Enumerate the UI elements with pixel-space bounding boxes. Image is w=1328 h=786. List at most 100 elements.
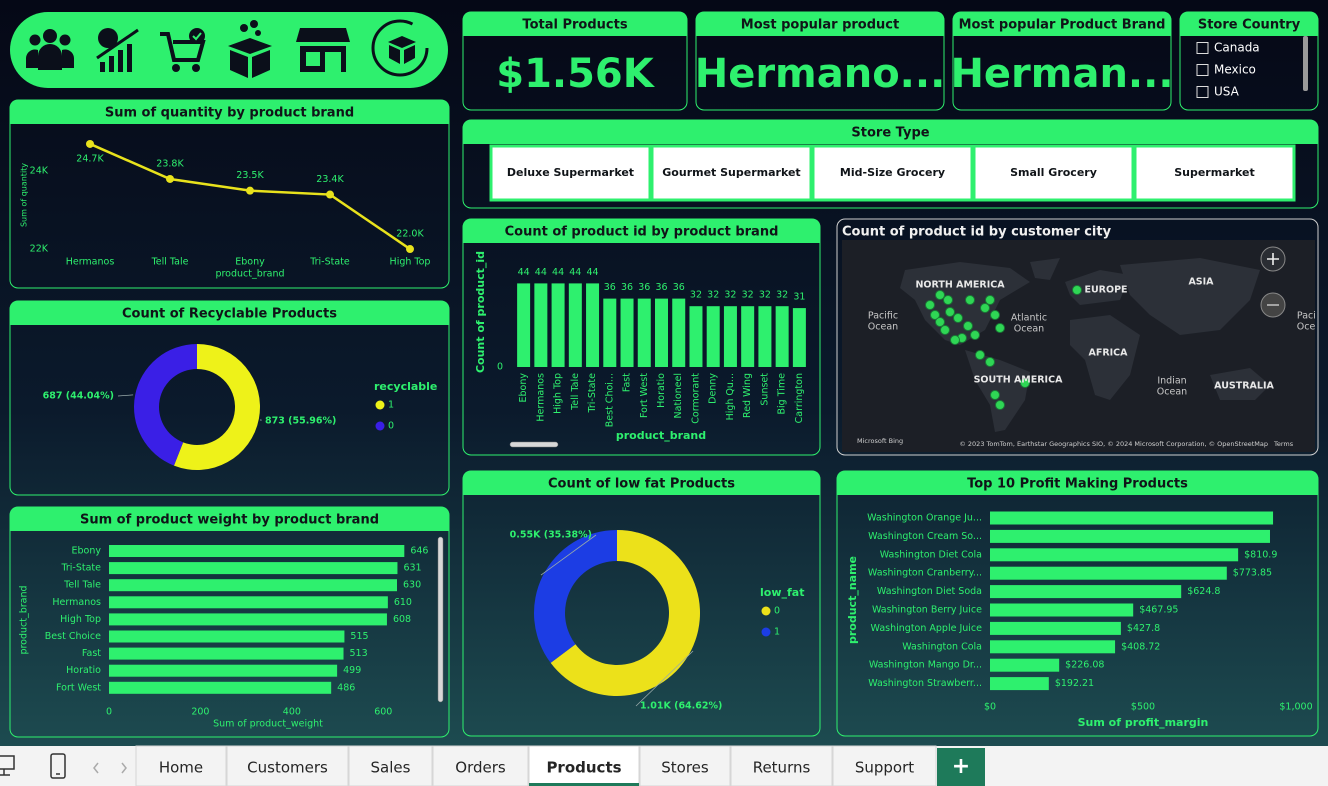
legend-title: recyclable	[374, 380, 437, 393]
money-icon	[96, 28, 139, 72]
bar	[655, 298, 668, 367]
option-label[interactable]: Canada	[1214, 41, 1260, 55]
city-dot	[940, 325, 950, 335]
y-tick-label: Washington Diet Soda	[877, 586, 982, 597]
data-label: 36	[655, 282, 667, 293]
land	[1030, 258, 1060, 280]
button-label[interactable]: Deluxe Supermarket	[507, 166, 634, 179]
checkbox[interactable]	[1196, 86, 1209, 98]
add-bg[interactable]	[937, 748, 985, 786]
page-tab[interactable]: Returns	[730, 745, 833, 786]
x-tick-label: Big Time	[777, 373, 788, 415]
city-dot	[1020, 378, 1030, 388]
button-label[interactable]: Mid-Size Grocery	[840, 166, 945, 179]
data-label: 499	[343, 665, 361, 676]
tab-label[interactable]: Support	[855, 759, 914, 777]
x-tick-label: Tri-State	[309, 257, 350, 268]
map-terms[interactable]: Terms	[1273, 440, 1294, 448]
tab-bg[interactable]	[432, 745, 529, 786]
panel-header	[10, 301, 449, 325]
tab-bg[interactable]	[832, 745, 937, 786]
tab-label[interactable]: Customers	[247, 759, 328, 777]
panel-title: Count of product id by product brand	[505, 225, 779, 240]
panel-title: Sum of quantity by product brand	[105, 106, 354, 121]
button-label[interactable]: Supermarket	[1174, 166, 1255, 179]
store-type-button[interactable]: Mid-Size Grocery	[811, 144, 974, 202]
option-label[interactable]: USA	[1214, 85, 1240, 99]
bar	[990, 621, 1121, 635]
tab-bg[interactable]	[135, 745, 227, 786]
x-axis-title: Sum of profit_margin	[1078, 716, 1209, 729]
page-tab[interactable]: Stores	[639, 745, 731, 786]
page-tab[interactable]: Customers	[226, 745, 349, 786]
tab-label[interactable]: Orders	[455, 759, 506, 777]
tab-label[interactable]: Stores	[661, 759, 709, 777]
data-label: 31	[793, 292, 805, 303]
tab-bg[interactable]	[528, 745, 640, 786]
panel-title: Most popular product	[741, 18, 899, 33]
x-tick-label: High Qu...	[725, 373, 736, 420]
tab-bg[interactable]	[639, 745, 731, 786]
scrollbar[interactable]	[509, 441, 559, 448]
button-bg[interactable]	[811, 144, 974, 202]
bar	[689, 306, 703, 367]
return-icon	[371, 19, 429, 77]
data-label: 32	[759, 290, 771, 301]
tab-bg[interactable]	[348, 745, 433, 786]
tab-label[interactable]: Home	[159, 759, 203, 777]
page-tab[interactable]: Sales	[348, 745, 433, 786]
box-icon	[228, 20, 272, 78]
tab-bg[interactable]	[730, 745, 833, 786]
city-dot	[990, 390, 1000, 400]
data-label: 36	[621, 282, 633, 293]
slicer-option[interactable]: Canada	[1196, 41, 1260, 55]
page-tab[interactable]: Home	[135, 745, 227, 786]
scrollbar[interactable]	[437, 536, 444, 703]
store-icon	[296, 28, 350, 72]
checkbox[interactable]	[1196, 64, 1209, 76]
option-label[interactable]: Mexico	[1214, 63, 1256, 77]
zoom-in-glyph[interactable]	[1267, 253, 1279, 265]
tab-label[interactable]: Sales	[371, 759, 411, 777]
button-label[interactable]: Small Grocery	[1010, 166, 1097, 179]
button-bg[interactable]	[1133, 144, 1296, 202]
add-page-button[interactable]: +	[937, 748, 985, 786]
y-tick-label: Tell Tale	[63, 580, 101, 591]
tab-label[interactable]: Products	[546, 759, 621, 777]
x-tick-label: Best Choi...	[604, 373, 615, 427]
button-bg[interactable]	[489, 144, 652, 202]
y-tick-label: High Top	[60, 614, 101, 625]
data-label: 32	[724, 290, 736, 301]
map-label: ASIA	[1188, 277, 1214, 288]
x-tick-label: 600	[374, 707, 392, 718]
button-bg[interactable]	[650, 144, 813, 202]
button-bg[interactable]	[972, 144, 1135, 202]
page-tab[interactable]: Products	[528, 745, 640, 786]
panel-title: Store Country	[1198, 18, 1301, 33]
button-label[interactable]: Gourmet Supermarket	[662, 166, 800, 179]
page-tab[interactable]: Support	[832, 745, 937, 786]
store-type-button[interactable]: Small Grocery	[972, 144, 1135, 202]
store-type-button[interactable]: Deluxe Supermarket	[489, 144, 652, 202]
store-type-button[interactable]: Gourmet Supermarket	[650, 144, 813, 202]
y-tick-label: Washington Apple Juice	[871, 623, 983, 634]
map: NORTH AMERICA EUROPEASIAPacificOceanAtlan…	[842, 240, 1315, 452]
x-tick-label: Red Wing	[742, 373, 753, 418]
store-type-button[interactable]: Supermarket	[1133, 144, 1296, 202]
add-label[interactable]: +	[952, 754, 970, 779]
bar	[706, 306, 720, 367]
checkbox[interactable]	[1196, 42, 1209, 54]
y-tick-label: 22K	[30, 244, 49, 255]
slicer-option[interactable]: USA	[1196, 85, 1240, 99]
page-tab[interactable]: Orders	[432, 745, 529, 786]
city-dot	[953, 313, 963, 323]
data-label: 608	[393, 614, 411, 625]
data-label: 23.5K	[236, 170, 264, 181]
slicer-option[interactable]: Mexico	[1196, 63, 1256, 77]
tab-active-indicator[interactable]	[529, 783, 639, 786]
tab-bg[interactable]	[226, 745, 349, 786]
tab-label[interactable]: Returns	[753, 759, 811, 777]
data-label: 631	[403, 563, 421, 574]
x-tick-label: Fort West	[639, 373, 650, 418]
